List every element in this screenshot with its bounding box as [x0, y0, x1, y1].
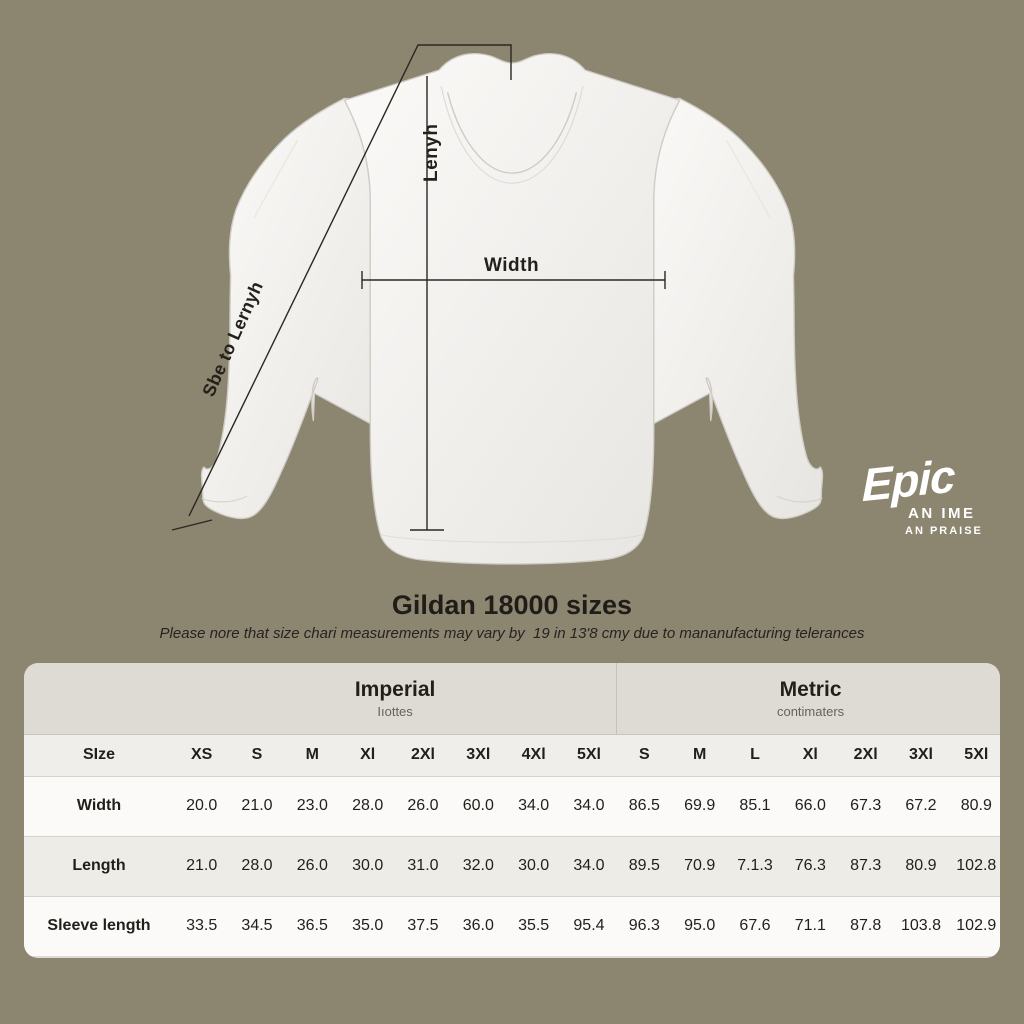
- svg-text:Lenyh: Lenyh: [421, 124, 442, 182]
- svg-text:Width: Width: [484, 255, 539, 276]
